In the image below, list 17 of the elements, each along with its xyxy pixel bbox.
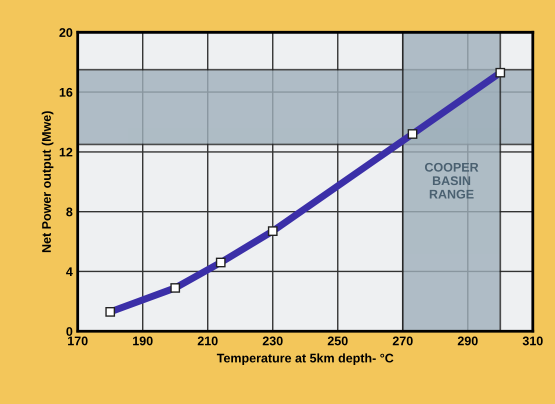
x-tick-label: 290	[458, 336, 478, 346]
x-tick-label: 190	[133, 336, 153, 346]
band-label: COOPER BASIN RANGE	[424, 162, 478, 199]
x-tick-label: 310	[522, 336, 543, 346]
y-tick-label: 8	[66, 207, 72, 216]
y-tick-label: 0	[66, 327, 72, 336]
x-tick-label: 210	[198, 336, 218, 346]
y-axis-title: Net Power output (Mwe)	[42, 111, 54, 252]
y-tick-label: 16	[60, 88, 72, 97]
y-tick-label: 12	[60, 148, 72, 156]
x-tick-label: 170	[68, 336, 88, 346]
x-tick-label: 250	[328, 336, 348, 346]
x-tick-label: 230	[262, 336, 283, 346]
x-tick-label: 270	[392, 336, 413, 346]
y-tick-label: 20	[59, 28, 72, 37]
y-tick-label: 4	[66, 267, 73, 276]
x-axis-title: Temperature at 5km depth- °C	[216, 353, 394, 365]
